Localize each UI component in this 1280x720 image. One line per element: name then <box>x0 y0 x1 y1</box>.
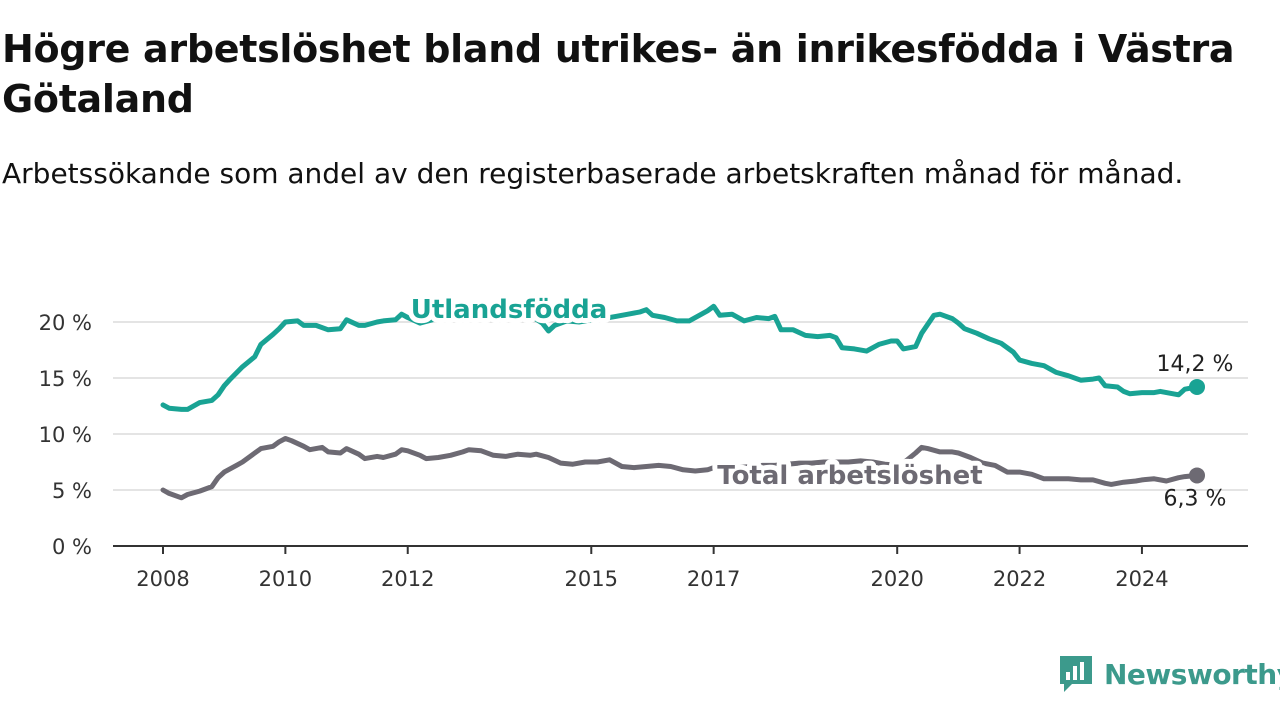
series-label-utlandsfodda: Utlandsfödda <box>411 295 608 325</box>
brand-name: Newsworthy <box>1104 657 1280 691</box>
newsworthy-logo-icon <box>1060 656 1092 692</box>
series-label-total: Total arbetslöshet <box>717 461 982 491</box>
series-line-1 <box>160 436 1200 501</box>
y-tick-label: 5 % <box>52 479 92 503</box>
x-tick-label: 2010 <box>259 567 312 591</box>
y-tick-label: 10 % <box>39 423 92 447</box>
x-tick-label: 2008 <box>136 567 189 591</box>
x-tick-label: 2017 <box>687 567 740 591</box>
x-tick-label: 2020 <box>870 567 923 591</box>
y-tick-label: 20 % <box>39 311 92 335</box>
series-labels: 14,2 % 6,3 % Utlandsfödda Total arbetslöshe… <box>406 290 1234 511</box>
series-end-point-0 <box>1189 378 1205 395</box>
y-tick-label: 0 % <box>52 535 92 559</box>
brand-logo: Newsworthy <box>1058 654 1280 694</box>
chart-title: Högre arbetslöshet bland utrikes- än inr… <box>2 27 1235 121</box>
x-tick-label: 2022 <box>993 567 1046 591</box>
series-line-0 <box>160 303 1200 412</box>
x-axis: 2008 2010 2012 2015 2017 2020 2022 2024 <box>113 545 1248 591</box>
y-axis: 0 % 5 % 10 % 15 % 20 % <box>39 311 92 559</box>
end-label-total: 6,3 % <box>1164 486 1227 511</box>
x-tick-label: 2012 <box>381 567 434 591</box>
x-tick-label: 2015 <box>565 567 618 591</box>
gridlines <box>113 321 1248 491</box>
chart-subtitle: Arbetssökande som andel av den registerb… <box>2 157 1184 190</box>
series-end-point-1 <box>1189 467 1205 484</box>
x-tick-label: 2024 <box>1115 567 1168 591</box>
y-tick-label: 15 % <box>39 367 92 391</box>
series-lines <box>160 303 1205 501</box>
end-label-utlandsfodda: 14,2 % <box>1157 352 1234 377</box>
